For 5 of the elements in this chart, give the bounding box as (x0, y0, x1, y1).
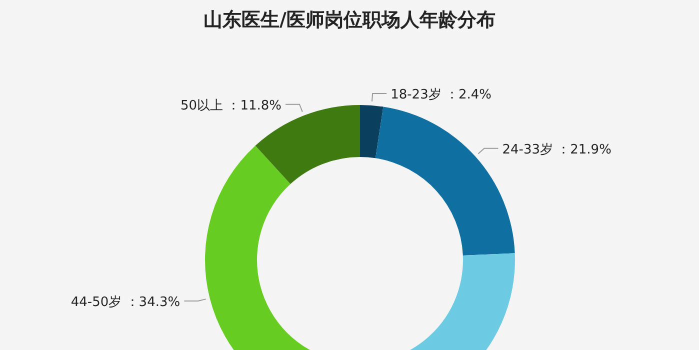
slice-label: 24-33岁 ：21.9% (502, 142, 612, 158)
slice-label: 50以上 ：11.8% (180, 98, 282, 114)
slice-label: 18-23岁 ：2.4% (390, 87, 492, 102)
slice-label: 44-50岁 ：34.3% (70, 295, 180, 310)
chart-title: 山东医生/医师岗位职场人年龄分布 (204, 9, 496, 31)
